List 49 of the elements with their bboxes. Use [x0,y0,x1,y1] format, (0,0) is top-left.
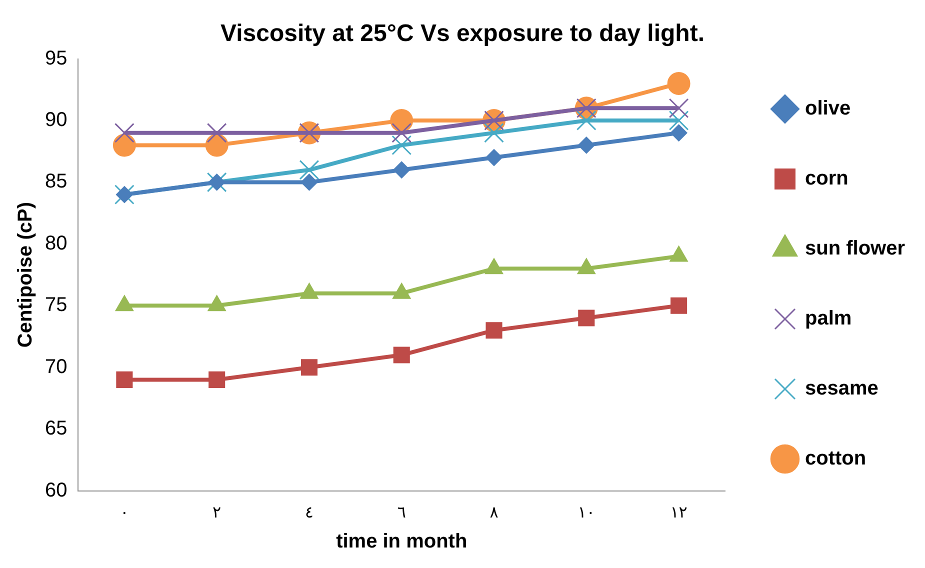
x-axis-title: time in month [336,530,468,553]
y-axis-title: Centipoise (cP) [14,202,37,348]
y-tick-label: 60 [44,479,68,502]
point [668,110,689,130]
point [299,160,320,180]
chart-title: Viscosity at 25°C Vs exposure to day light. [220,20,704,48]
point [300,174,318,191]
point [392,135,412,156]
point [116,371,133,388]
point [578,310,595,326]
legend-label: sesame [804,378,878,400]
point [208,371,226,388]
point [205,134,228,157]
legend-label: olive [804,98,851,120]
point [206,122,227,143]
y-tick-label: 70 [44,356,68,378]
point [486,322,502,339]
point [578,136,595,154]
point [393,346,410,364]
point [670,297,688,314]
y-tick-label: 80 [44,232,68,254]
legend-label: sun flower [804,238,906,260]
point [112,134,136,157]
x-tick-label: ١٠ [578,502,595,522]
point [114,122,134,143]
x-tick-label: ٢ [212,502,222,522]
point [390,109,414,132]
point [393,161,410,178]
x-tick-label: ٤ [304,502,314,522]
point [300,359,318,376]
y-tick-label: 85 [44,170,68,193]
legend-label: corn [804,168,848,190]
x-tick-label: ٨ [490,502,499,522]
legend-label: palm [804,308,852,330]
point [486,149,503,166]
y-tick-label: 95 [44,47,68,70]
y-tick-label: 75 [44,294,68,316]
point [392,122,412,143]
point [668,98,689,118]
x-tick-label: ١٢ [670,502,688,522]
point [576,110,596,130]
x-tick-label: ٦ [397,502,406,522]
legend-label: cotton [804,448,866,470]
x-tick-label: ٠ [120,502,129,522]
y-tick-label: 65 [44,418,68,440]
point [667,72,690,95]
point [670,124,688,142]
point [484,122,504,143]
y-tick-label: 90 [44,109,68,132]
